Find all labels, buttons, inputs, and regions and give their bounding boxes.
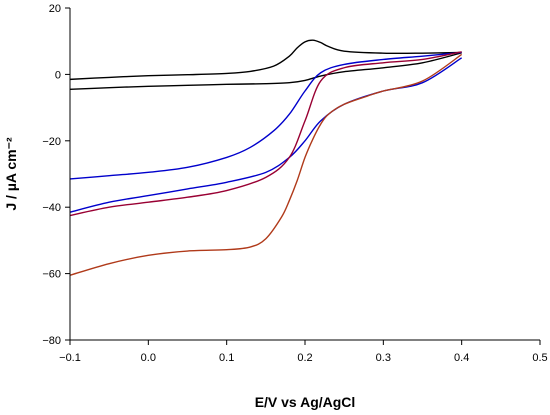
y-tick-label: −40	[42, 202, 61, 214]
x-tick-label: 0.4	[454, 352, 469, 364]
x-tick-label: 0.2	[297, 352, 312, 364]
series-line-3	[69, 51, 462, 180]
y-axis-title: J / µA cm⁻²	[3, 137, 19, 211]
x-tick-label: 0.5	[532, 352, 547, 364]
plot-lines	[69, 39, 463, 276]
series-line-2	[69, 52, 462, 91]
series-line-1	[69, 39, 462, 81]
x-tick-label: 0.1	[219, 352, 234, 364]
series-line-5	[69, 51, 462, 217]
y-tick-label: 0	[55, 69, 61, 81]
series-line-6	[69, 53, 463, 276]
y-tick-label: −20	[42, 136, 61, 148]
axes	[69, 8, 540, 341]
ticks: −80 −60 −40 −20 0 20 −0.1 0.0 0.1 0.2 0.3 0.4 0.5	[42, 3, 547, 364]
x-axis-title: E/V vs Ag/AgCl	[255, 394, 356, 410]
x-tick-label: −0.1	[59, 352, 81, 364]
y-tick-label: −80	[42, 335, 61, 347]
y-tick-label: −60	[42, 269, 61, 281]
series-line-4	[69, 57, 463, 213]
y-tick-label: 20	[49, 3, 61, 15]
x-tick-label: 0.3	[376, 352, 391, 364]
x-tick-label: 0.0	[141, 352, 156, 364]
